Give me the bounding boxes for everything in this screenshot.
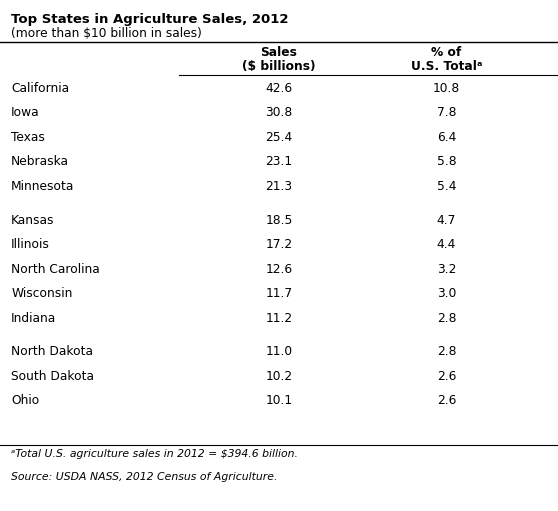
Text: Kansas: Kansas [11,214,55,226]
Text: (more than $10 billion in sales): (more than $10 billion in sales) [11,27,202,39]
Text: 23.1: 23.1 [266,155,292,168]
Text: 4.7: 4.7 [437,214,456,226]
Text: Minnesota: Minnesota [11,180,75,193]
Text: 3.2: 3.2 [437,263,456,275]
Text: Texas: Texas [11,131,45,144]
Text: Top States in Agriculture Sales, 2012: Top States in Agriculture Sales, 2012 [11,13,288,26]
Text: 21.3: 21.3 [266,180,292,193]
Text: 10.1: 10.1 [266,394,292,407]
Text: 5.4: 5.4 [437,180,456,193]
Text: North Dakota: North Dakota [11,345,93,358]
Text: Wisconsin: Wisconsin [11,287,73,300]
Text: 11.2: 11.2 [266,312,292,324]
Text: 25.4: 25.4 [266,131,292,144]
Text: 4.4: 4.4 [437,238,456,251]
Text: 2.8: 2.8 [437,345,456,358]
Text: 17.2: 17.2 [266,238,292,251]
Text: % of: % of [431,46,461,59]
Text: 11.0: 11.0 [266,345,292,358]
Text: 42.6: 42.6 [266,82,292,95]
Text: Illinois: Illinois [11,238,50,251]
Text: 10.2: 10.2 [266,370,292,383]
Text: ᵃTotal U.S. agriculture sales in 2012 = $394.6 billion.: ᵃTotal U.S. agriculture sales in 2012 = … [11,449,298,459]
Text: North Carolina: North Carolina [11,263,100,275]
Text: 5.8: 5.8 [436,155,456,168]
Text: 12.6: 12.6 [266,263,292,275]
Text: Sales: Sales [261,46,297,59]
Text: 2.6: 2.6 [437,370,456,383]
Text: 11.7: 11.7 [266,287,292,300]
Text: 18.5: 18.5 [265,214,293,226]
Text: 6.4: 6.4 [437,131,456,144]
Text: Iowa: Iowa [11,106,40,119]
Text: South Dakota: South Dakota [11,370,94,383]
Text: Ohio: Ohio [11,394,40,407]
Text: 3.0: 3.0 [437,287,456,300]
Text: 30.8: 30.8 [266,106,292,119]
Text: 10.8: 10.8 [433,82,460,95]
Text: U.S. Totalᵃ: U.S. Totalᵃ [411,60,482,73]
Text: ($ billions): ($ billions) [242,60,316,73]
Text: Source: USDA NASS, 2012 Census of Agriculture.: Source: USDA NASS, 2012 Census of Agricu… [11,472,278,482]
Text: Nebraska: Nebraska [11,155,69,168]
Text: Indiana: Indiana [11,312,56,324]
Text: 2.6: 2.6 [437,394,456,407]
Text: California: California [11,82,69,95]
Text: 2.8: 2.8 [437,312,456,324]
Text: 7.8: 7.8 [437,106,456,119]
